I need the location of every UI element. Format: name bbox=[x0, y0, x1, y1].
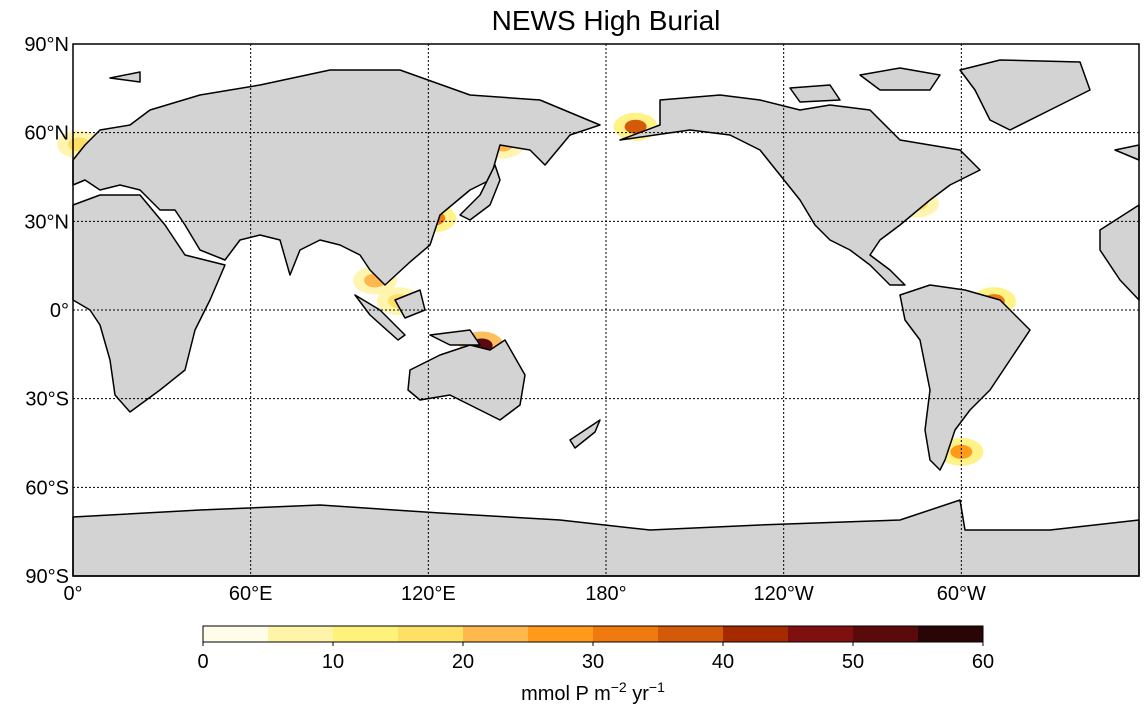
colorbar-tick-label: 60 bbox=[972, 651, 994, 673]
lat-tick-label: 90°N bbox=[24, 34, 69, 56]
colorbar-bin bbox=[593, 626, 658, 642]
colorbar-bin bbox=[203, 626, 268, 642]
south-america bbox=[899, 284, 1031, 471]
lon-tick-label: 120°W bbox=[754, 583, 814, 605]
label-superscript: −2 bbox=[611, 679, 627, 695]
colorbar-bin bbox=[528, 626, 593, 642]
label-part: yr bbox=[627, 683, 650, 705]
lat-tick-label: 60°N bbox=[24, 123, 69, 145]
colorbar-bin bbox=[658, 626, 723, 642]
lat-tick-label: 30°N bbox=[24, 211, 69, 233]
greenland bbox=[959, 59, 1091, 131]
lon-tick-label: 120°E bbox=[401, 583, 456, 605]
africa-east-edge bbox=[1099, 204, 1140, 301]
lon-tick-label: 60°E bbox=[229, 583, 273, 605]
africa bbox=[72, 194, 226, 413]
lat-tick-label: 60°S bbox=[25, 477, 69, 499]
lat-tick-label: 0° bbox=[50, 300, 69, 322]
colorbar-bin bbox=[333, 626, 398, 642]
map-frame bbox=[72, 43, 1140, 577]
map-title: NEWS High Burial bbox=[492, 5, 721, 36]
lon-tick-label: 0° bbox=[63, 583, 82, 605]
new-zealand bbox=[569, 419, 601, 449]
colorbar-bin bbox=[268, 626, 333, 642]
colorbar-tick-label: 40 bbox=[712, 651, 734, 673]
eurasia bbox=[72, 69, 601, 286]
lat-tick-label: 90°S bbox=[25, 566, 69, 588]
japan bbox=[459, 164, 501, 221]
hotspot bbox=[950, 444, 973, 459]
colorbar-tick-label: 10 bbox=[322, 651, 344, 673]
colorbar-tick-label: 50 bbox=[842, 651, 864, 673]
grid-layer bbox=[73, 44, 1139, 576]
label-part: mmol P m bbox=[521, 683, 611, 705]
colorbar-bin bbox=[853, 626, 918, 642]
arctic-islands bbox=[109, 67, 941, 103]
colorbar-bin bbox=[398, 626, 463, 642]
lon-tick-label: 60°W bbox=[937, 583, 986, 605]
north-america bbox=[619, 94, 981, 286]
lat-tick-label: 30°S bbox=[25, 389, 69, 411]
colorbar-tick-label: 30 bbox=[582, 651, 604, 673]
colorbar: 0 10 20 30 40 50 60 bbox=[197, 625, 994, 673]
colorbar-bin bbox=[463, 626, 528, 642]
label-superscript: −1 bbox=[649, 679, 665, 695]
hotspot bbox=[624, 119, 647, 134]
colorbar-bin bbox=[918, 626, 983, 642]
lon-tick-label: 180° bbox=[585, 583, 626, 605]
colorbar-tick-label: 20 bbox=[452, 651, 474, 673]
colorbar-label: mmol P m−2 yr−1 bbox=[521, 679, 665, 705]
colorbar-bin bbox=[723, 626, 788, 642]
colorbar-bin bbox=[788, 626, 853, 642]
colorbar-tick-label: 0 bbox=[197, 651, 208, 673]
